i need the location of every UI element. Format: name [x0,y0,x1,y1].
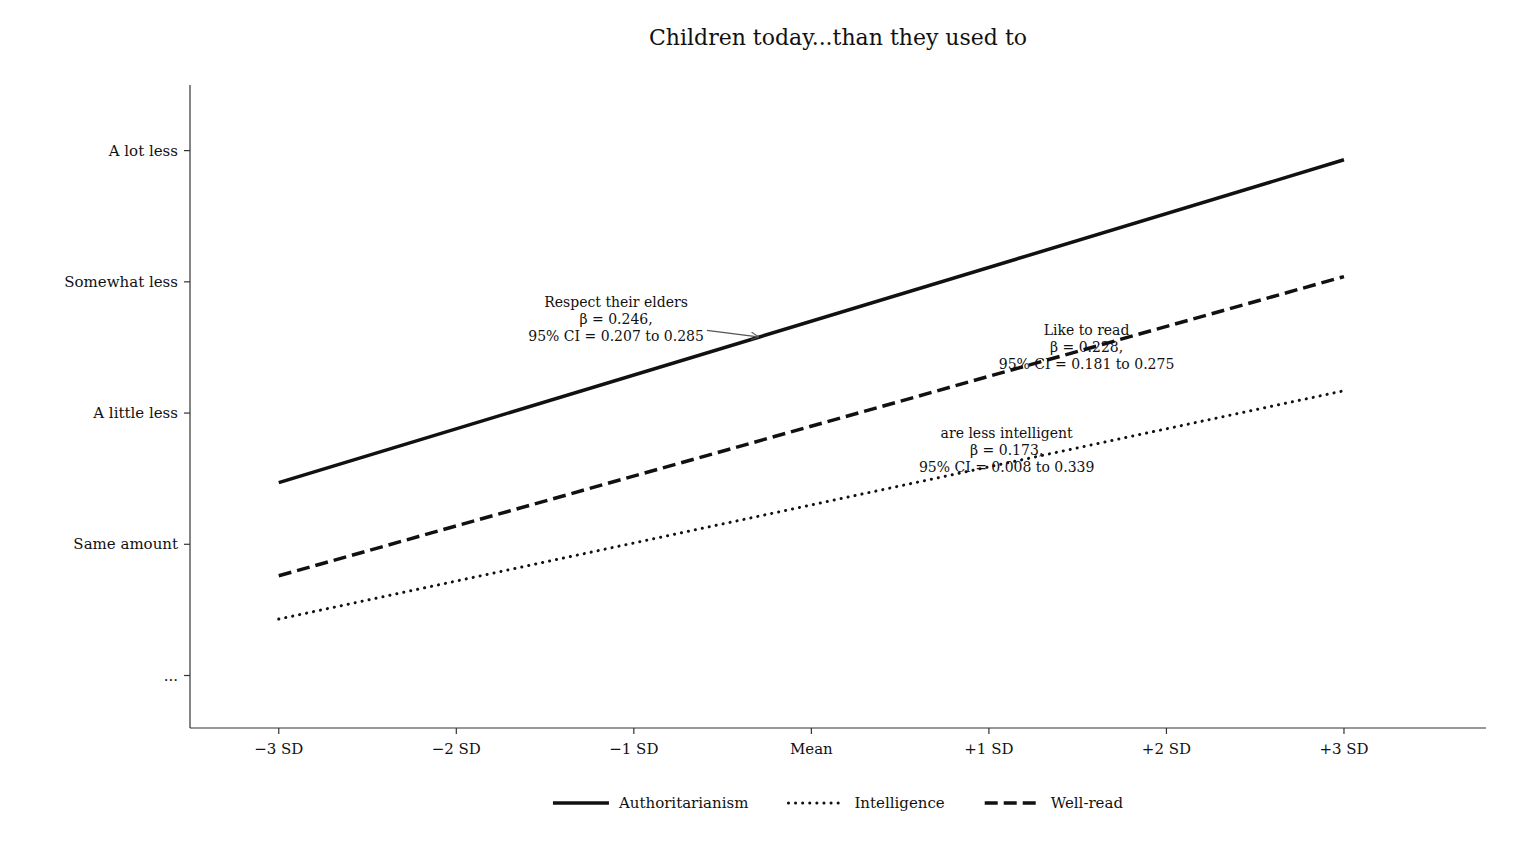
x-tick [456,728,457,734]
y-tick [184,281,190,282]
x-tick-label: −2 SD [432,740,481,758]
y-tick-label: Same amount [73,535,178,553]
legend-label: Intelligence [854,794,944,812]
annotation: Respect their eldersβ = 0.246,95% CI = 0… [528,294,704,344]
y-tick-label: ... [164,667,178,685]
y-tick-label: A lot less [108,142,178,160]
x-tick [1343,728,1344,734]
y-tick [184,150,190,151]
series-line [279,277,1344,576]
legend-label: Well-read [1051,794,1124,812]
plot-area [279,160,1344,619]
legend: Authoritarianism Intelligence Well-read [553,794,1123,812]
legend-swatch [553,801,609,805]
y-tick-label: A little less [92,404,178,422]
y-tick [184,675,190,676]
y-tick [184,412,190,413]
x-tick-label: −1 SD [609,740,658,758]
x-tick-label: +1 SD [964,740,1013,758]
x-tick [1166,728,1167,734]
legend-swatch [985,801,1041,805]
legend-swatch [788,802,844,805]
y-axis [189,85,190,728]
x-tick [278,728,279,734]
y-tick [184,544,190,545]
x-tick [988,728,989,734]
x-tick [811,728,812,734]
annotation-arrow [707,330,758,337]
x-tick [633,728,634,734]
annotation: are less intelligentβ = 0.173,95% CI = 0… [919,425,1095,475]
chart: Children today...than they used to −3 SD −… [0,0,1536,848]
legend-label: Authoritarianism [618,794,748,812]
x-tick-label: +3 SD [1319,740,1368,758]
x-axis [190,727,1486,728]
annotation: Like to readβ = 0.228,95% CI = 0.181 to … [999,322,1175,372]
x-tick-label: Mean [790,740,833,758]
x-tick-label: +2 SD [1142,740,1191,758]
y-tick-label: Somewhat less [64,273,178,291]
title: Children today...than they used to [649,25,1027,50]
x-tick-label: −3 SD [254,740,303,758]
